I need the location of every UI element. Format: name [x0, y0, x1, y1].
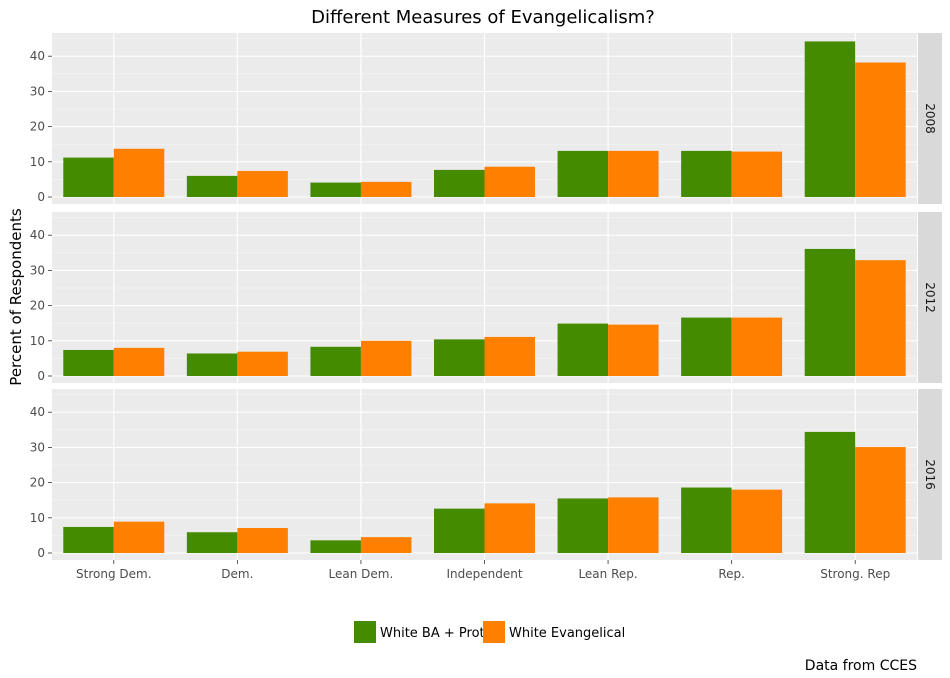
- facet-strip-label: 2012: [923, 282, 937, 313]
- facet-strip-label: 2016: [923, 459, 937, 490]
- facet-strip-label: 2008: [923, 103, 937, 134]
- bar: [360, 537, 412, 553]
- y-tick-label: 30: [30, 84, 45, 98]
- bar: [804, 248, 856, 376]
- x-tick-label: Strong. Rep: [820, 567, 890, 581]
- bar: [186, 175, 238, 197]
- bar: [855, 62, 906, 198]
- bar: [113, 148, 165, 197]
- y-tick-label: 40: [30, 405, 45, 419]
- legend-key: [354, 621, 376, 643]
- facet-strip: [918, 212, 942, 383]
- bar: [186, 353, 238, 376]
- y-tick-label: 20: [30, 476, 45, 490]
- facet-panel: 0 10 20 30 40 2008: [30, 33, 942, 204]
- bar: [63, 349, 114, 376]
- bar: [804, 431, 856, 553]
- y-tick-label: 30: [30, 263, 45, 277]
- bar: [63, 157, 114, 197]
- y-tick-label: 30: [30, 440, 45, 454]
- bar: [310, 540, 361, 553]
- caption: Data from CCES: [805, 658, 917, 674]
- x-tick-label: Lean Dem.: [329, 567, 394, 581]
- bar: [681, 317, 732, 376]
- x-tick-label: Strong Dem.: [76, 567, 152, 581]
- bar: [434, 339, 485, 376]
- y-tick-label: 0: [37, 190, 45, 204]
- y-tick-label: 20: [30, 120, 45, 134]
- bar: [360, 181, 412, 197]
- legend-label: White BA + Prot: [380, 626, 485, 641]
- bar: [237, 528, 288, 553]
- facet-panel: 0 10 20 30 40 2012: [30, 212, 942, 383]
- bar: [237, 170, 288, 197]
- y-tick-label: 40: [30, 49, 45, 63]
- chart-title: Different Measures of Evangelicalism?: [311, 7, 655, 28]
- bar: [731, 489, 783, 553]
- x-tick-label: Lean Rep.: [578, 567, 637, 581]
- bar: [434, 169, 485, 197]
- x-axis-ticks: Strong Dem. Dem. Lean Dem. Independent Lean …: [76, 560, 890, 581]
- bar: [804, 41, 856, 197]
- bar: [484, 336, 535, 376]
- facet-panels: 0 10 20 30 40 2008 0 10 20 30 40 2012 0 10 20 30 40 2016: [30, 33, 942, 560]
- bar: [557, 498, 609, 553]
- bar: [434, 508, 485, 553]
- x-tick-label: Independent: [446, 567, 522, 581]
- y-tick-label: 0: [37, 546, 45, 560]
- bar: [855, 447, 906, 553]
- y-tick-label: 20: [30, 299, 45, 313]
- bar: [855, 260, 906, 376]
- facet-panel: 0 10 20 30 40 2016: [30, 389, 942, 560]
- bar: [608, 497, 659, 553]
- legend-key: [483, 621, 505, 643]
- bar: [113, 347, 165, 376]
- bar: [237, 351, 288, 376]
- bar: [557, 150, 609, 197]
- y-tick-label: 10: [30, 155, 45, 169]
- bar: [310, 346, 361, 376]
- bar: [731, 317, 783, 376]
- bar: [731, 151, 783, 197]
- y-axis-label: Percent of Respondents: [7, 208, 25, 386]
- bar: [113, 521, 165, 553]
- bar: [484, 503, 535, 553]
- legend: White BA + Prot White Evangelical: [354, 621, 625, 643]
- bar: [608, 150, 659, 197]
- bar: [557, 323, 609, 376]
- y-tick-label: 10: [30, 334, 45, 348]
- x-tick-label: Rep.: [718, 567, 745, 581]
- bar: [484, 166, 535, 197]
- bar: [681, 487, 732, 553]
- x-tick-label: Dem.: [221, 567, 253, 581]
- bar: [63, 526, 114, 553]
- y-tick-label: 0: [37, 369, 45, 383]
- y-tick-label: 40: [30, 228, 45, 242]
- bar: [681, 150, 732, 197]
- bar: [360, 340, 412, 376]
- y-tick-label: 10: [30, 511, 45, 525]
- legend-label: White Evangelical: [509, 626, 625, 641]
- bar: [310, 182, 361, 197]
- facet-strip: [918, 389, 942, 560]
- bar: [186, 532, 238, 553]
- facet-strip: [918, 33, 942, 204]
- bar: [608, 324, 659, 376]
